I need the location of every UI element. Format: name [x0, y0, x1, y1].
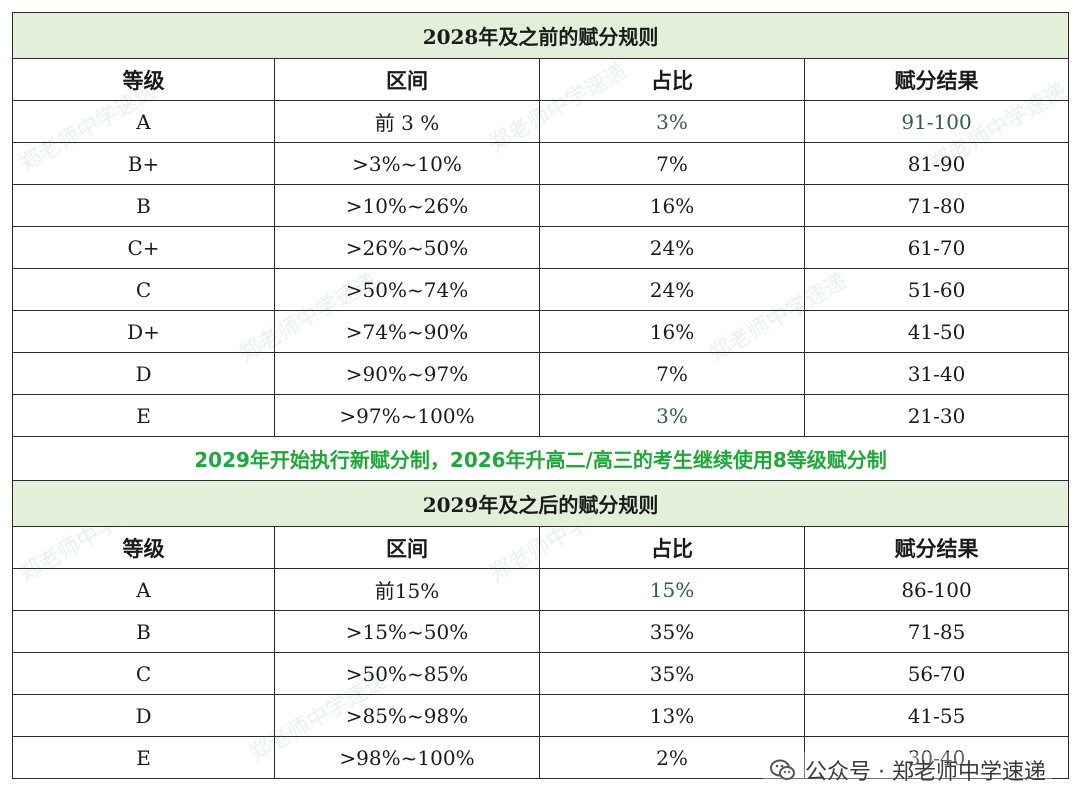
score-cell: 30-40	[803, 736, 1070, 779]
ratio-cell: 24%	[539, 268, 805, 311]
ratio-cell: 35%	[539, 652, 805, 695]
ratio-cell: 16%	[539, 310, 805, 353]
table-row: C >50%~85% 35% 56-70	[12, 652, 1070, 695]
range-cell: >98%~100%	[274, 736, 540, 779]
ratio-cell: 3%	[539, 100, 805, 143]
table-row: E >98%~100% 2% 30-40	[12, 736, 1070, 779]
range-cell: 前 3 %	[274, 100, 540, 143]
ratio-cell: 13%	[539, 694, 805, 737]
table-row: A 前 3 % 3% 91-100	[12, 100, 1070, 143]
score-cell: 91-100	[803, 100, 1070, 143]
table-row: D >85%~98% 13% 41-55	[12, 694, 1070, 737]
transition-note: 2029年开始执行新赋分制，2026年升高二/高三的考生继续使用8等级赋分制	[11, 436, 1070, 481]
watermark-text: 公众号 · 郑老师中学速递	[805, 760, 1046, 785]
ratio-cell: 15%	[539, 568, 805, 611]
table-row: B >10%~26% 16% 71-80	[12, 184, 1070, 227]
range-cell: 前15%	[274, 568, 540, 611]
grade-cell: A	[12, 568, 275, 611]
table-row: D >90%~97% 7% 31-40	[12, 352, 1070, 395]
ratio-cell: 24%	[539, 226, 805, 269]
ratio-cell: 7%	[539, 352, 805, 395]
score-cell: 41-55	[803, 694, 1070, 737]
header-ratio: 占比	[539, 58, 805, 101]
grade-cell: D	[12, 352, 275, 395]
header-score: 赋分结果	[803, 58, 1070, 101]
wechat-watermark: 公众号 · 郑老师中学速递	[763, 752, 1052, 788]
grade-cell: D+	[12, 310, 275, 353]
grade-cell: C	[12, 652, 275, 695]
score-cell: 56-70	[803, 652, 1070, 695]
table-row: D+ >74%~90% 16% 41-50	[12, 310, 1070, 353]
score-cell: 86-100	[803, 568, 1070, 611]
header-ratio: 占比	[539, 526, 805, 569]
table2-title: 2029年及之后的赋分规则	[11, 480, 1070, 527]
range-cell: >97%~100%	[274, 394, 540, 437]
range-cell: >15%~50%	[274, 610, 540, 653]
table-row: C+ >26%~50% 24% 61-70	[12, 226, 1070, 269]
header-range: 区间	[274, 58, 540, 101]
score-cell: 21-30	[803, 394, 1070, 437]
score-cell: 71-80	[803, 184, 1070, 227]
grade-cell: C+	[12, 226, 275, 269]
range-cell: >50%~74%	[274, 268, 540, 311]
score-cell: 71-85	[803, 610, 1070, 653]
score-cell: 61-70	[803, 226, 1070, 269]
table-row: B+ >3%~10% 7% 81-90	[12, 142, 1070, 185]
table-row: A 前15% 15% 86-100	[12, 568, 1070, 611]
grade-cell: B	[12, 610, 275, 653]
grade-cell: D	[12, 694, 275, 737]
header-range: 区间	[274, 526, 540, 569]
scoring-rules-document: 2028年及之前的赋分规则 等级 区间 占比 赋分结果 A 前 3 % 3% 9…	[11, 12, 1070, 779]
grade-cell: E	[12, 394, 275, 437]
grade-cell: E	[12, 736, 275, 779]
range-cell: >85%~98%	[274, 694, 540, 737]
ratio-cell: 35%	[539, 610, 805, 653]
range-cell: >50%~85%	[274, 652, 540, 695]
header-grade: 等级	[12, 58, 275, 101]
range-cell: >74%~90%	[274, 310, 540, 353]
score-cell: 51-60	[803, 268, 1070, 311]
scoring-rules-table: 2028年及之前的赋分规则 等级 区间 占比 赋分结果 A 前 3 % 3% 9…	[11, 12, 1070, 779]
range-cell: >90%~97%	[274, 352, 540, 395]
ratio-cell: 3%	[539, 394, 805, 437]
grade-cell: B+	[12, 142, 275, 185]
range-cell: >3%~10%	[274, 142, 540, 185]
table-row: B >15%~50% 35% 71-85	[12, 610, 1070, 653]
table1-header-row: 等级 区间 占比 赋分结果	[12, 58, 1070, 101]
grade-cell: A	[12, 100, 275, 143]
table-row: C >50%~74% 24% 51-60	[12, 268, 1070, 311]
range-cell: >10%~26%	[274, 184, 540, 227]
score-cell: 31-40	[803, 352, 1070, 395]
grade-cell: B	[12, 184, 275, 227]
score-cell: 81-90	[803, 142, 1070, 185]
wechat-icon	[770, 759, 796, 780]
score-cell: 41-50	[803, 310, 1070, 353]
ratio-cell: 16%	[539, 184, 805, 227]
header-score: 赋分结果	[803, 526, 1070, 569]
header-grade: 等级	[12, 526, 275, 569]
table2-header-row: 等级 区间 占比 赋分结果	[12, 526, 1070, 569]
table1-title: 2028年及之前的赋分规则	[11, 12, 1070, 59]
range-cell: >26%~50%	[274, 226, 540, 269]
table-row: E >97%~100% 3% 21-30	[12, 394, 1070, 437]
ratio-cell: 7%	[539, 142, 805, 185]
grade-cell: C	[12, 268, 275, 311]
